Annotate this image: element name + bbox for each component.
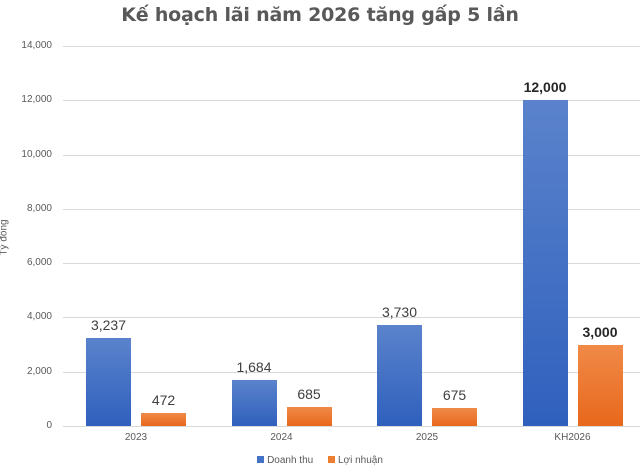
gridline xyxy=(63,426,640,427)
legend-item-doanh-thu[interactable]: Doanh thu xyxy=(257,455,313,466)
bar-doanh-thu-2025[interactable] xyxy=(377,324,422,426)
bar-loi-nhuan-2023[interactable] xyxy=(141,413,186,426)
x-tick-label: 2023 xyxy=(124,432,148,443)
y-tick-label: 2,000 xyxy=(26,366,52,377)
data-label: 12,000 xyxy=(523,79,567,96)
bar-doanh-thu-kh2026[interactable] xyxy=(522,100,568,426)
gridline xyxy=(63,155,640,156)
y-tick-label: 6,000 xyxy=(26,257,52,268)
data-label: 685 xyxy=(297,386,321,403)
legend: Doanh thu Lợi nhuận xyxy=(0,455,640,466)
chart-title: Kế hoạch lãi năm 2026 tăng gấp 5 lần xyxy=(121,4,519,26)
data-label: 1,684 xyxy=(236,359,272,376)
data-label: 3,237 xyxy=(90,317,127,334)
legend-label: Lợi nhuận xyxy=(338,455,383,466)
data-label: 675 xyxy=(442,386,467,403)
legend-swatch-orange xyxy=(328,456,335,463)
x-tick-label: 2025 xyxy=(415,432,439,443)
gridline xyxy=(63,209,640,210)
y-tick-label: 0 xyxy=(46,420,52,431)
gridline xyxy=(63,46,640,47)
gridline xyxy=(63,317,640,318)
y-axis-label: Tỷ đồng xyxy=(0,219,10,256)
y-tick-label: 8,000 xyxy=(26,203,52,214)
gridline xyxy=(63,263,640,264)
data-label: 3,000 xyxy=(582,323,618,340)
x-tick-label: 2024 xyxy=(270,432,293,443)
data-label: 472 xyxy=(151,392,176,409)
bar-loi-nhuan-2025[interactable] xyxy=(432,407,477,426)
y-tick-label: 14,000 xyxy=(21,40,52,51)
bar-loi-nhuan-2024[interactable] xyxy=(286,407,332,426)
bar-loi-nhuan-kh2026[interactable] xyxy=(577,344,623,426)
data-label: 3,730 xyxy=(381,303,418,320)
gridline xyxy=(63,100,640,101)
y-tick-label: 4,000 xyxy=(26,311,52,322)
y-tick-label: 12,000 xyxy=(21,94,52,105)
gridline xyxy=(63,372,640,373)
bar-doanh-thu-2023[interactable] xyxy=(86,338,131,426)
x-tick-label: KH2026 xyxy=(554,432,591,443)
bar-doanh-thu-2024[interactable] xyxy=(231,380,277,426)
legend-label: Doanh thu xyxy=(267,455,314,466)
y-tick-label: 10,000 xyxy=(21,149,52,160)
legend-swatch-blue xyxy=(257,456,265,463)
legend-item-loi-nhuan[interactable]: Lợi nhuận xyxy=(328,455,383,466)
